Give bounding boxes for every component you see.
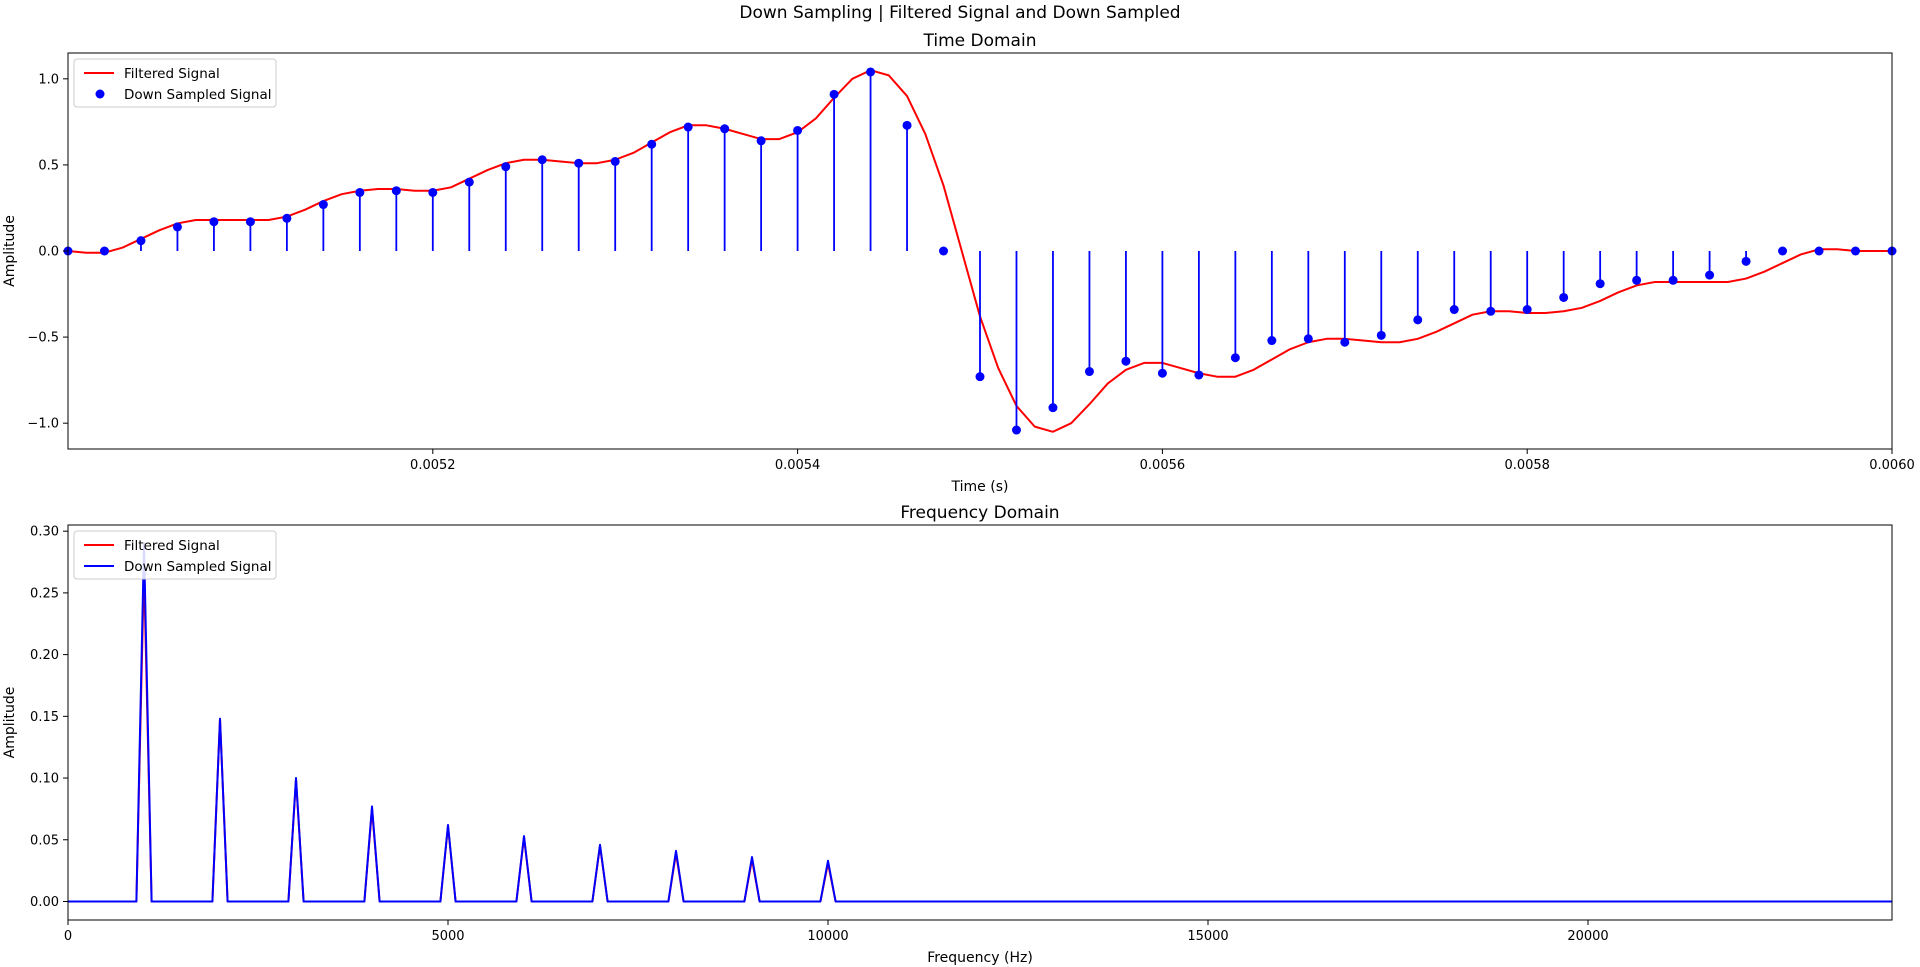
frequency-domain-ytick-label: 0.15	[30, 710, 59, 725]
stem-marker	[939, 246, 949, 256]
time-domain-ytick-label: −1.0	[27, 417, 59, 432]
stem-marker	[355, 187, 365, 197]
time-domain-ytick-label: 1.0	[38, 72, 59, 87]
time-domain-xtick-label: 0.0052	[410, 458, 456, 473]
time-domain-xtick-label: 0.0054	[775, 458, 821, 473]
frequency-domain-xtick-label: 15000	[1187, 929, 1228, 944]
stem-marker	[647, 139, 657, 149]
legend-entry: Down Sampled Signal	[124, 559, 272, 575]
stem-marker	[793, 125, 803, 135]
legend-marker	[95, 89, 105, 99]
legend-frame	[73, 530, 277, 580]
stem-marker	[1559, 292, 1569, 302]
frequency-domain-frame	[67, 524, 1893, 921]
stem-marker	[866, 67, 876, 77]
stem-marker	[99, 246, 109, 256]
stem-marker	[1522, 305, 1532, 315]
stem-marker	[1230, 353, 1240, 363]
figure-suptitle: Down Sampling | Filtered Signal and Down…	[739, 3, 1180, 23]
stem-marker	[683, 122, 693, 132]
stem-marker	[501, 162, 511, 172]
stem-marker	[172, 222, 182, 232]
frequency-domain-xtick-label: 20000	[1567, 929, 1608, 944]
stem-marker	[1340, 337, 1350, 347]
stem-marker	[574, 158, 584, 168]
stem-marker	[902, 120, 912, 130]
frequency-domain-ytick-label: 0.30	[30, 525, 59, 540]
time-domain-xlabel: Time (s)	[951, 479, 1009, 495]
legend-entry: Down Sampled Signal	[124, 87, 272, 103]
stem-marker	[464, 177, 474, 187]
frequency-domain-series-0-line	[68, 567, 1892, 903]
stem-marker	[318, 200, 328, 210]
stem-marker	[282, 213, 292, 223]
stem-marker	[136, 236, 146, 246]
stem-marker	[1121, 356, 1131, 366]
time-domain-ytick-label: 0.0	[38, 245, 59, 260]
frequency-domain-xtick-label: 10000	[807, 929, 848, 944]
stem-marker	[610, 156, 620, 166]
stem-marker	[720, 124, 730, 134]
stem-marker	[829, 89, 839, 99]
frequency-domain-series-1-line	[68, 542, 1892, 903]
frequency-domain-ytick-label: 0.00	[30, 895, 59, 910]
stem-marker	[1084, 367, 1094, 377]
time-domain-xtick-label: 0.0056	[1140, 458, 1186, 473]
frequency-domain-xtick-label: 0	[64, 929, 72, 944]
stem-marker	[391, 186, 401, 196]
time-domain-ytick-label: −0.5	[27, 331, 59, 346]
time-domain-legend: Filtered Signal Down Sampled Signal	[73, 58, 277, 108]
time-domain-ytick-label: 0.5	[38, 158, 59, 173]
frequency-domain-ytick-label: 0.25	[30, 586, 59, 601]
stem-marker	[537, 155, 547, 165]
stem-marker	[1705, 270, 1715, 280]
stem-marker	[245, 217, 255, 227]
time-domain-xtick-label: 0.0060	[1869, 458, 1915, 473]
stem-marker	[1157, 368, 1167, 378]
stem-marker	[1486, 306, 1496, 316]
frequency-domain-ytick-label: 0.20	[30, 648, 59, 663]
stem-marker	[428, 187, 438, 197]
frequency-domain-chart: Frequency Domain 0 5000 10000 15000 20000 0.00…	[2, 503, 1893, 966]
frequency-domain-ytick-label: 0.05	[30, 833, 59, 848]
frequency-domain-xlabel: Frequency (Hz)	[927, 950, 1033, 966]
stem-marker	[1449, 305, 1459, 315]
frequency-domain-legend: Filtered Signal Down Sampled Signal	[73, 530, 277, 580]
stem-marker	[1778, 246, 1788, 256]
frequency-domain-title: Frequency Domain	[900, 503, 1059, 523]
stem-marker	[1741, 256, 1751, 266]
stem-marker	[1376, 330, 1386, 340]
stem-marker	[1413, 315, 1423, 325]
stem-marker	[1303, 334, 1313, 344]
stem-marker	[1048, 403, 1058, 413]
stem-marker	[1595, 279, 1605, 289]
time-domain-series-1	[63, 67, 1897, 435]
time-domain-chart: Time Domain 0.0052 0.0054 0.0056 0.0058 0.006…	[2, 31, 1915, 495]
frequency-domain-ytick-label: 0.10	[30, 772, 59, 787]
stem-marker	[975, 372, 985, 382]
stem-marker	[1267, 336, 1277, 346]
frequency-domain-xtick-label: 5000	[431, 929, 464, 944]
stem-marker	[209, 217, 219, 227]
stem-marker	[1851, 246, 1861, 256]
time-domain-ylabel: Amplitude	[2, 215, 18, 287]
legend-frame	[73, 58, 277, 108]
stem-marker	[1011, 425, 1021, 435]
frequency-domain-ylabel: Amplitude	[2, 687, 18, 759]
stem-marker	[1814, 246, 1824, 256]
time-domain-xtick-label: 0.0058	[1504, 458, 1550, 473]
stem-marker	[1194, 370, 1204, 380]
stem-marker	[756, 136, 766, 146]
stem-marker	[1632, 275, 1642, 285]
time-domain-title: Time Domain	[923, 31, 1037, 51]
stem-marker	[1668, 275, 1678, 285]
legend-entry: Filtered Signal	[124, 538, 220, 554]
legend-entry: Filtered Signal	[124, 66, 220, 82]
